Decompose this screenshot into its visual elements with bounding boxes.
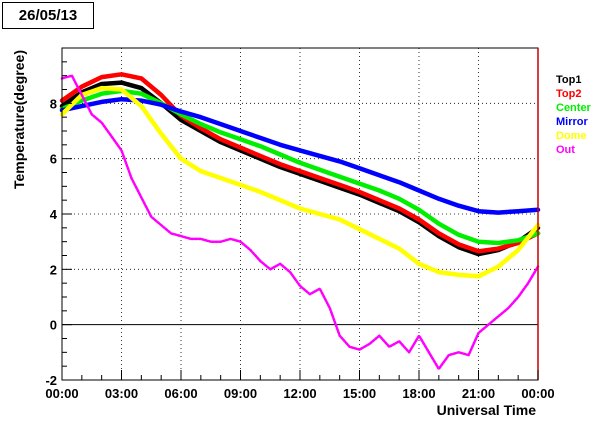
series-line-top1 (59, 80, 541, 257)
series-line-out (60, 74, 540, 371)
y-tick-label: 2 (50, 262, 57, 277)
legend-entry-mirror: Mirror (556, 116, 589, 128)
series-line-center (59, 88, 541, 246)
x-tick-label: 09:00 (224, 386, 257, 401)
legend-entry-dome: Dome (556, 130, 587, 142)
series-group (59, 72, 541, 371)
legend-entry-center: Center (556, 102, 592, 114)
y-tick-label: 4 (50, 207, 58, 222)
legend-entry-top1: Top1 (556, 74, 581, 86)
y-tick-labels: -2 0 2 4 6 8 (45, 96, 57, 388)
x-tick-label: 21:00 (462, 386, 495, 401)
legend-entry-top2: Top2 (556, 88, 581, 100)
legend-entry-out: Out (556, 144, 575, 156)
x-tick-label: 03:00 (105, 386, 138, 401)
x-tick-label: 06:00 (164, 386, 197, 401)
x-tick-labels: 00:00 03:00 06:00 09:00 12:00 15:00 18:00 21:00… (45, 386, 554, 401)
y-tick-label: 0 (50, 318, 57, 333)
x-tick-label: 18:00 (402, 386, 435, 401)
y-axis-title: Temperature(degree) (11, 50, 27, 189)
y-tick-label: 8 (50, 96, 57, 111)
axis-ticks (61, 47, 539, 381)
x-tick-label: 00:00 (521, 386, 554, 401)
x-tick-label: 15:00 (343, 386, 376, 401)
x-tick-label: 00:00 (45, 386, 78, 401)
series-line-mirror (59, 96, 541, 215)
chart-title: 26/05/13 (2, 2, 94, 29)
legend: Top1 Top2 Center Mirror Dome Out (556, 74, 592, 156)
series-line-dome (59, 85, 541, 279)
series-line-top2 (59, 72, 541, 254)
y-tick-label: 6 (50, 152, 57, 167)
x-axis-title: Universal Time (437, 402, 537, 418)
x-tick-label: 12:00 (283, 386, 316, 401)
y-tick-label: -2 (45, 373, 57, 388)
